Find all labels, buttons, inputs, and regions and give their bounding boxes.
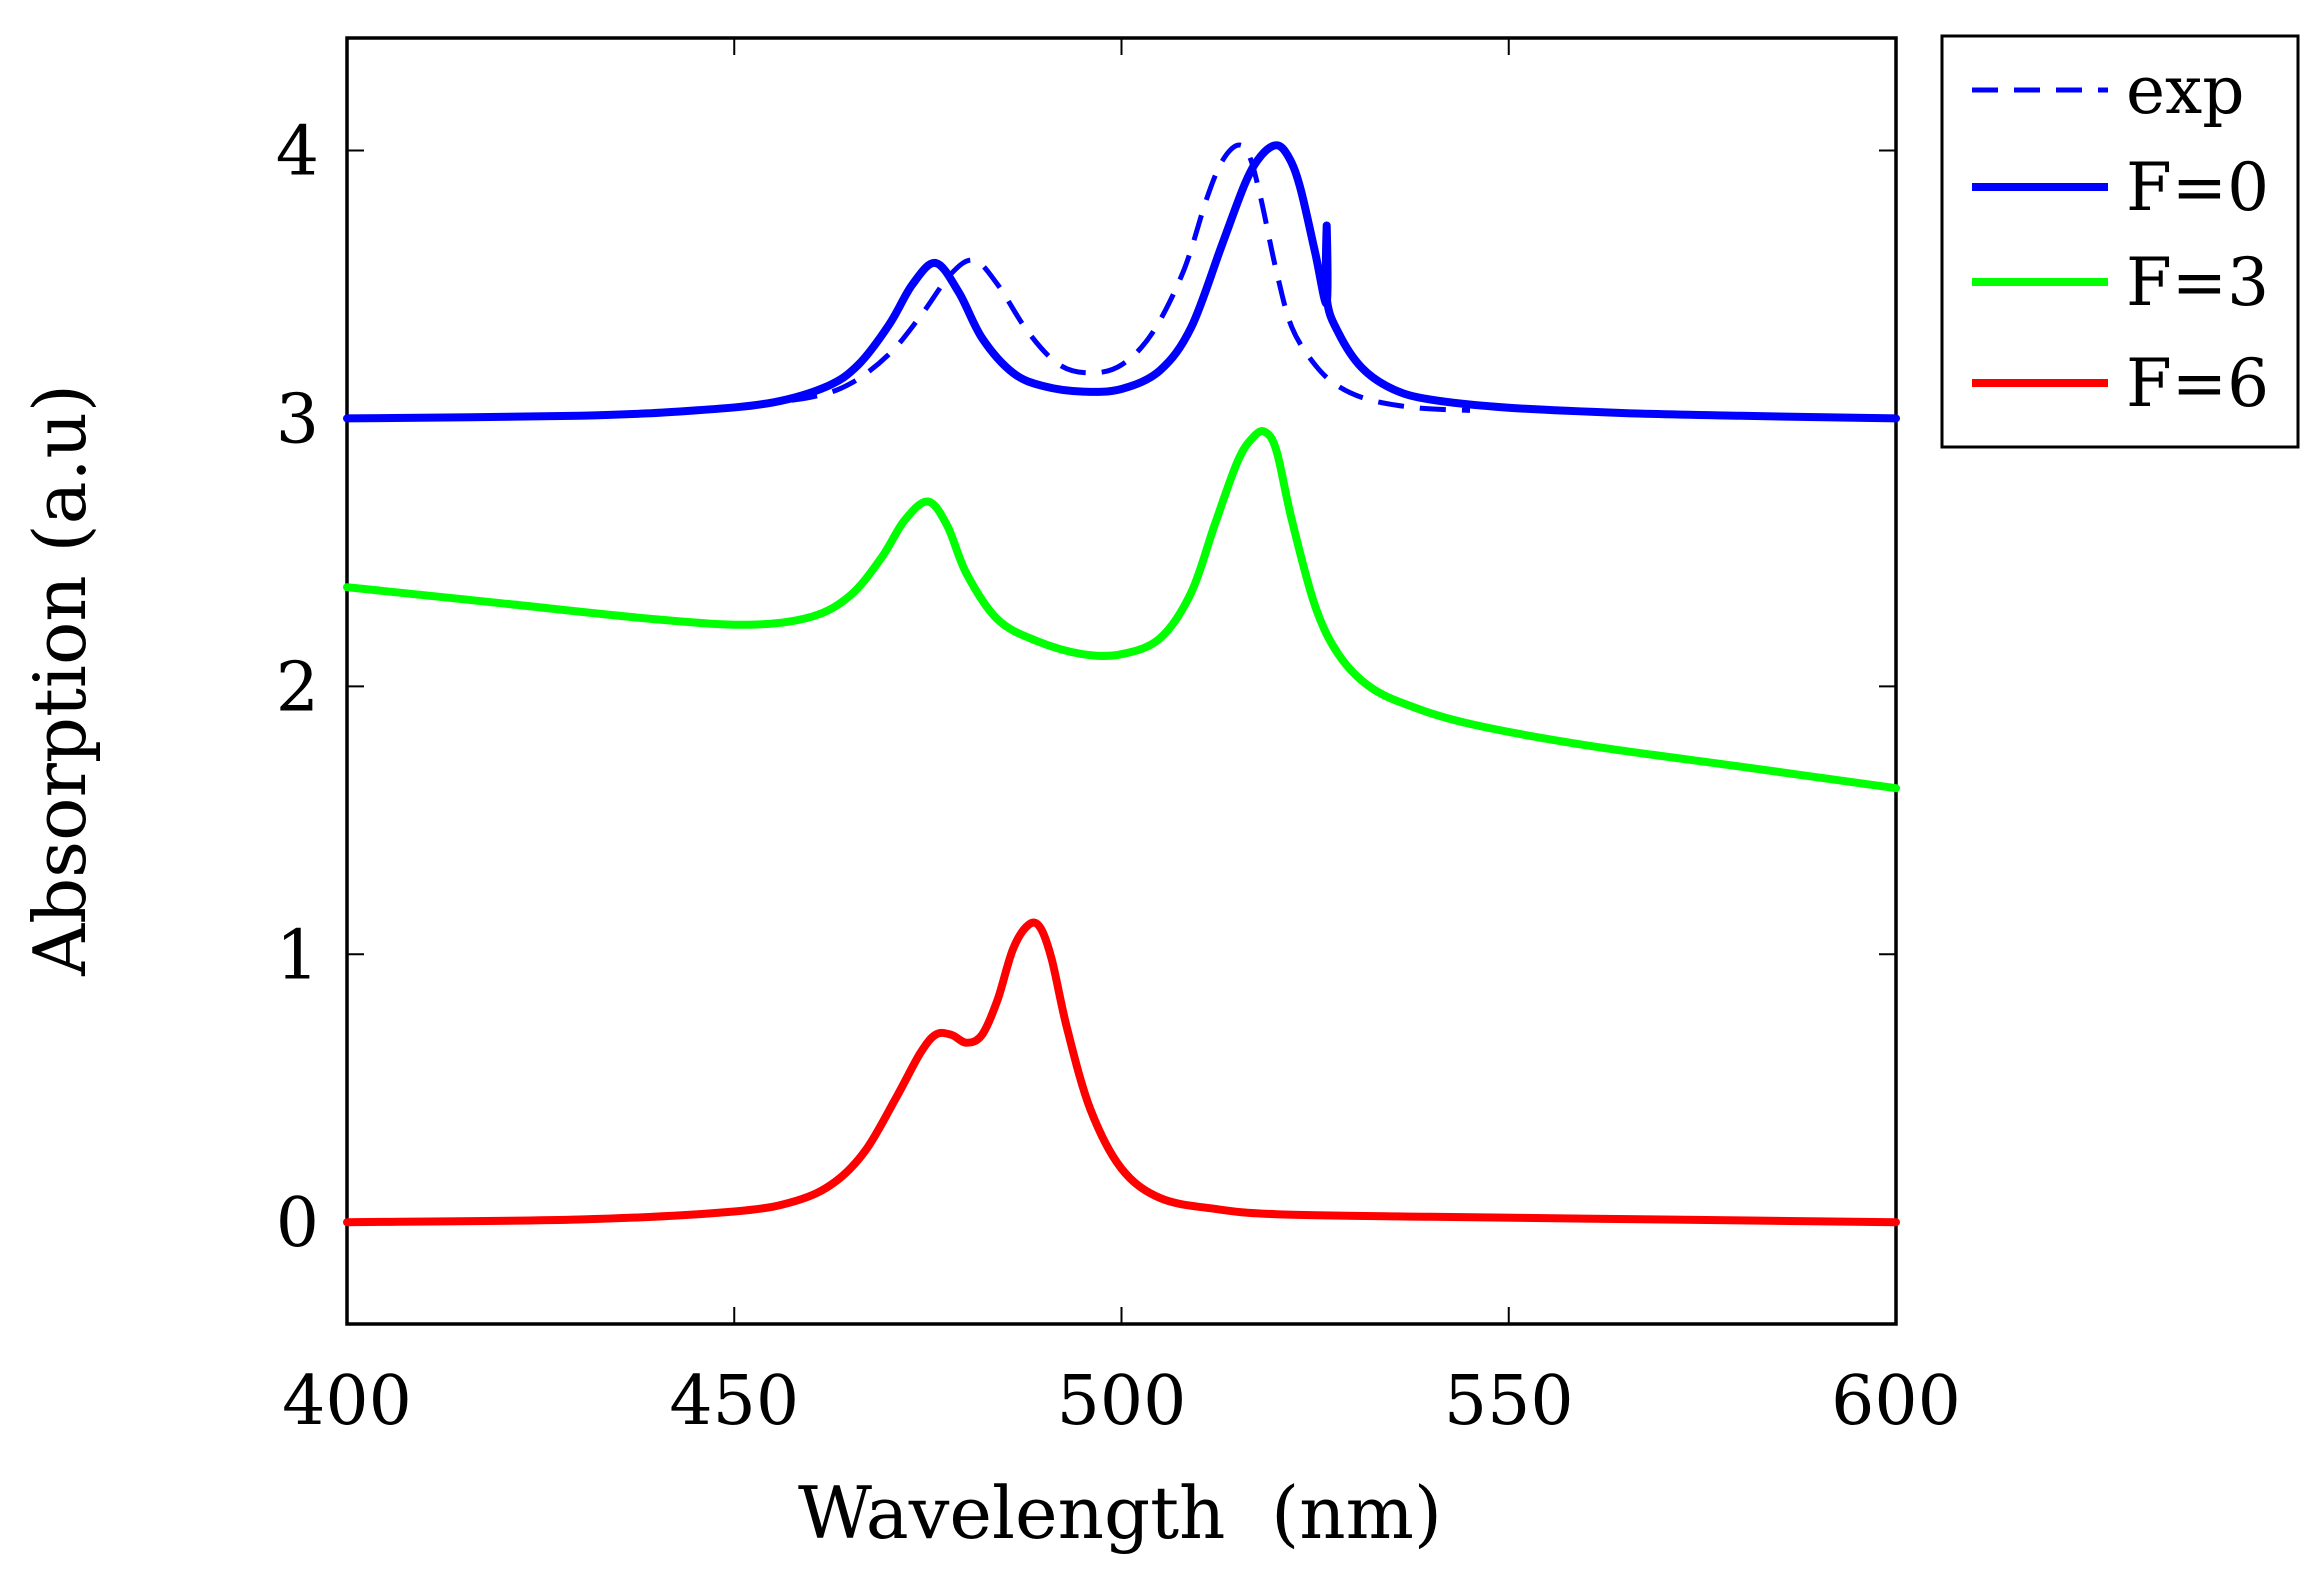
series-line-f3 <box>343 427 1900 793</box>
x-tick-label: 400 <box>282 1362 412 1441</box>
y-tick-label: 3 <box>276 380 319 459</box>
series-layer <box>343 141 1900 1227</box>
y-tick-label: 2 <box>276 648 319 727</box>
y-tick-label: 0 <box>276 1184 319 1263</box>
y-tick-labels: 0 1 2 3 4 <box>276 113 319 1264</box>
x-tick-label: 600 <box>1831 1362 1961 1441</box>
x-axis-label: Wavelength (nm) <box>798 1471 1442 1555</box>
axis-ticks <box>346 38 1897 1324</box>
series-line-f0 <box>343 141 1900 423</box>
legend-label-exp: exp <box>2126 52 2245 129</box>
y-tick-label: 1 <box>276 916 319 995</box>
series-line-exp <box>749 142 1471 413</box>
x-tick-label: 550 <box>1444 1362 1574 1441</box>
legend-label-f0: F=0 <box>2126 149 2269 226</box>
y-tick-label: 4 <box>276 113 319 192</box>
legend: exp F=0 F=3 F=6 <box>1940 34 2300 449</box>
x-tick-labels: 400 450 500 550 600 <box>282 1362 1961 1441</box>
x-tick-label: 500 <box>1057 1362 1187 1441</box>
legend-label-f6: F=6 <box>2126 345 2269 422</box>
legend-box <box>1940 34 2300 449</box>
plot-frame <box>345 36 1898 1326</box>
legend-label-f3: F=3 <box>2126 244 2269 321</box>
x-tick-label: 450 <box>669 1362 799 1441</box>
series-line-f6 <box>343 918 1900 1227</box>
y-axis-label: Absorption (a.u) <box>18 384 102 977</box>
